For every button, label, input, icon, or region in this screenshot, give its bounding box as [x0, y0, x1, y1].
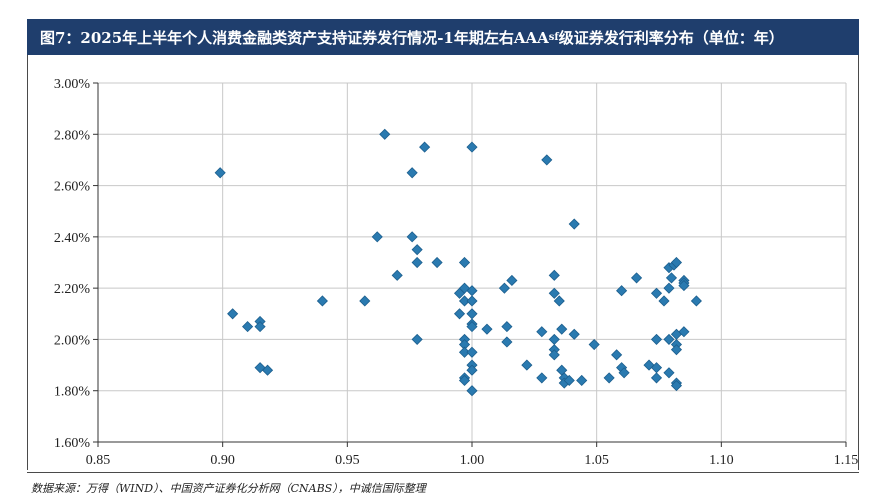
data-point	[391, 269, 403, 281]
axes	[93, 82, 847, 447]
data-point	[576, 374, 588, 387]
data-point	[466, 141, 478, 153]
data-point	[316, 295, 328, 307]
data-point	[411, 333, 423, 345]
y-tick-labels: 1.60% 1.80% 2.00% 2.20% 2.40% 2.60% 2.80% 3.00%	[54, 77, 91, 451]
data-point	[379, 128, 391, 140]
y-tick-label: 2.00%	[54, 333, 91, 348]
y-tick-label: 2.20%	[54, 282, 91, 297]
x-tick-label: 1.00	[460, 453, 485, 468]
figure-title: 图7：2025年上半年个人消费金融类资产支持证券发行情况-1年期左右AAA sf 级…	[27, 19, 859, 55]
data-point	[650, 287, 663, 299]
data-point	[214, 167, 226, 179]
data-point	[481, 323, 493, 335]
data-point	[501, 321, 513, 333]
data-point	[568, 218, 580, 230]
data-point	[359, 295, 371, 307]
data-point	[453, 308, 466, 320]
data-point	[650, 333, 663, 345]
data-point	[536, 326, 548, 338]
data-point	[466, 321, 478, 333]
data-point	[678, 326, 690, 338]
data-point	[411, 244, 423, 256]
data-point	[588, 338, 600, 351]
x-tick-label: 1.15	[834, 453, 859, 468]
data-point	[254, 321, 266, 333]
data-point	[466, 308, 478, 320]
data-point	[603, 372, 615, 384]
data-point	[556, 323, 568, 335]
data-point	[616, 285, 628, 297]
x-tick-label: 1.05	[584, 453, 609, 468]
data-point	[663, 367, 675, 379]
data-point	[411, 256, 423, 269]
data-point	[458, 374, 471, 387]
data-point	[650, 372, 663, 384]
x-tick-label: 1.10	[709, 453, 734, 468]
data-points	[214, 128, 702, 397]
data-point	[466, 364, 478, 376]
data-point	[548, 333, 560, 345]
data-point	[227, 308, 239, 320]
data-point	[670, 380, 683, 392]
data-point	[541, 154, 553, 166]
data-point	[670, 256, 683, 269]
y-tick-label: 2.60%	[54, 180, 91, 195]
data-point	[458, 346, 471, 358]
data-point	[254, 362, 266, 374]
figure-title-subscript: sf	[548, 31, 559, 43]
y-tick-label: 1.60%	[54, 436, 91, 451]
data-point	[406, 231, 418, 243]
data-point	[536, 372, 548, 384]
data-point	[611, 349, 623, 361]
data-point	[630, 272, 643, 284]
data-point	[568, 328, 580, 340]
x-tick-label: 0.90	[210, 453, 235, 468]
data-point	[548, 287, 560, 299]
x-tick-label: 0.95	[335, 453, 360, 468]
y-tick-label: 3.00%	[54, 77, 91, 92]
data-point	[466, 295, 478, 307]
data-point	[548, 269, 560, 281]
data-point	[458, 282, 471, 294]
y-tick-label: 2.80%	[54, 128, 91, 143]
data-point	[663, 282, 675, 294]
figure-title-main: 图7：2025年上半年个人消费金融类资产支持证券发行情况-1年期左右AAA	[40, 28, 549, 47]
y-tick-label: 1.80%	[54, 385, 91, 400]
data-point	[690, 295, 702, 307]
data-point	[506, 274, 518, 287]
data-point	[678, 280, 690, 292]
source-note: 数据来源：万得（WIND）、中国资产证券化分析网（CNABS），中诚信国际整理	[27, 472, 859, 503]
data-point	[242, 321, 254, 333]
data-point	[458, 295, 471, 307]
data-point	[663, 333, 675, 345]
data-point	[458, 256, 471, 269]
data-point	[419, 141, 431, 153]
data-point	[501, 336, 513, 348]
x-tick-label: 0.85	[86, 453, 111, 468]
data-point	[406, 167, 418, 179]
data-point	[521, 359, 533, 371]
data-point	[498, 282, 510, 294]
data-point	[618, 367, 630, 379]
data-point	[466, 346, 478, 358]
x-tick-labels: 0.85 0.90 0.95 1.00 1.05 1.10 1.15	[86, 453, 859, 468]
figure-title-tail: 级证券发行利率分布（单位：年）	[558, 28, 784, 47]
data-point	[548, 349, 560, 361]
data-point	[466, 385, 478, 397]
data-point	[665, 272, 678, 284]
data-point	[670, 344, 683, 356]
data-point	[261, 364, 274, 376]
data-point	[553, 295, 565, 307]
data-point	[658, 295, 670, 307]
data-point	[563, 374, 575, 387]
scatter-chart: 0.85 0.90 0.95 1.00 1.05 1.10 1.15 1.60% 1.80% 2…	[54, 77, 859, 468]
data-point	[371, 231, 383, 243]
data-point	[431, 256, 443, 269]
y-tick-label: 2.40%	[54, 231, 91, 246]
plot-frame	[27, 55, 859, 470]
